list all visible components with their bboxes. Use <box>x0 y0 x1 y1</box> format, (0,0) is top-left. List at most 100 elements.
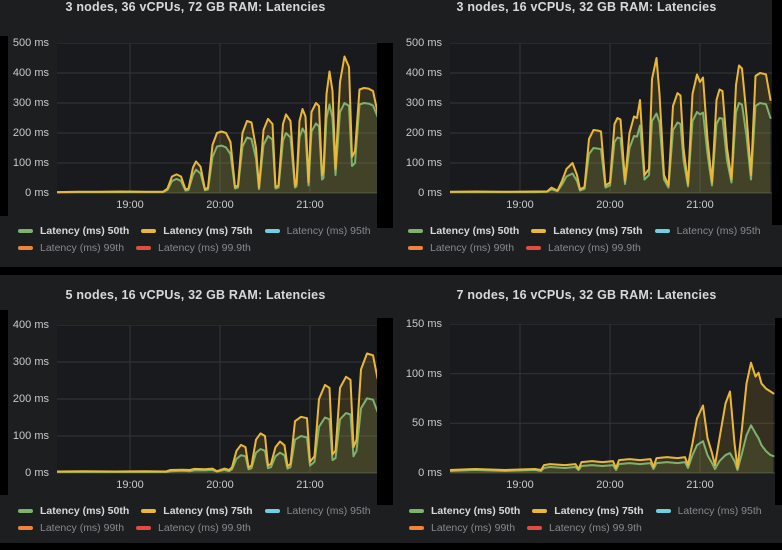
plot-background <box>450 324 775 473</box>
x-tick-label: 19:00 <box>506 479 534 491</box>
y-tick-label: 0 ms <box>418 187 442 199</box>
x-tick-label: 20:00 <box>596 479 624 491</box>
legend-item-p75[interactable]: Latency (ms) 75th <box>532 505 644 517</box>
chart-legend: Latency (ms) 50th Latency (ms) 75th Latenc… <box>18 225 383 259</box>
legend-swatch-icon <box>531 229 547 233</box>
y-tick-label: 100 ms <box>12 157 49 169</box>
legend-item-label: Latency (ms) 75th <box>553 225 643 237</box>
y-tick-label: 100 ms <box>405 157 442 169</box>
series-area-p50 <box>450 103 771 193</box>
legend-item-p95[interactable]: Latency (ms) 95th <box>264 225 371 237</box>
legend-item-p50[interactable]: Latency (ms) 50th <box>408 225 519 237</box>
legend-item-p999[interactable]: Latency (ms) 99.9th <box>527 522 642 534</box>
x-tick-label: 20:00 <box>206 199 234 211</box>
y-tick-label: 200 ms <box>12 127 49 139</box>
legend-item-label: Latency (ms) 50th <box>40 225 130 237</box>
legend-item-p99[interactable]: Latency (ms) 99th <box>408 242 514 254</box>
legend-swatch-icon <box>408 229 423 233</box>
legend-item-p95[interactable]: Latency (ms) 95th <box>655 505 762 517</box>
legend-item-label: Latency (ms) 75th <box>163 225 253 237</box>
y-tick-label: 100 ms <box>12 430 49 442</box>
legend-item-p95[interactable]: Latency (ms) 95th <box>654 225 761 237</box>
x-tick-label: 21:00 <box>686 479 714 491</box>
legend-swatch-icon <box>136 246 152 250</box>
legend-item-label: Latency (ms) 75th <box>163 505 253 517</box>
latency-chart[interactable] <box>57 43 377 195</box>
panel-title[interactable]: 5 nodes, 16 vCPUs, 32 GB RAM: Latencies <box>65 288 326 302</box>
legend-item-p75[interactable]: Latency (ms) 75th <box>531 225 643 237</box>
screenshot-gap <box>775 318 782 505</box>
legend-swatch-icon <box>526 246 542 250</box>
y-tick-label: 300 ms <box>12 97 49 109</box>
x-tick-label: 21:00 <box>296 479 324 491</box>
screenshot-gap <box>377 43 393 228</box>
series-area-p50 <box>450 425 774 473</box>
legend-swatch-icon <box>264 229 280 233</box>
latency-chart[interactable] <box>450 324 775 475</box>
y-tick-label: 200 ms <box>12 393 49 405</box>
series-line-p75 <box>450 361 775 471</box>
legend-item-p50[interactable]: Latency (ms) 50th <box>18 505 129 517</box>
y-tick-label: 400 ms <box>12 319 49 331</box>
legend-item-p95[interactable]: Latency (ms) 95th <box>264 505 371 517</box>
legend-swatch-icon <box>141 509 157 513</box>
legend-item-p999[interactable]: Latency (ms) 99.9th <box>136 242 251 254</box>
legend-item-label: Latency (ms) 99.9th <box>548 242 641 254</box>
legend-item-label: Latency (ms) 99.9th <box>158 242 251 254</box>
legend-swatch-icon <box>18 246 33 250</box>
legend-swatch-icon <box>654 229 670 233</box>
chart-legend: Latency (ms) 50th Latency (ms) 75th Latenc… <box>18 505 383 539</box>
legend-item-p75[interactable]: Latency (ms) 75th <box>141 225 253 237</box>
legend-item-p50[interactable]: Latency (ms) 50th <box>18 225 129 237</box>
legend-row: Latency (ms) 99th Latency (ms) 99.9th <box>18 242 383 254</box>
y-tick-label: 0 ms <box>25 187 49 199</box>
gridlines <box>450 324 775 474</box>
legend-item-label: Latency (ms) 50th <box>430 225 520 237</box>
screenshot-gap <box>377 318 393 505</box>
chart-legend: Latency (ms) 50th Latency (ms) 75th Latenc… <box>408 225 773 259</box>
y-tick-label: 50 ms <box>412 417 442 430</box>
legend-item-p99[interactable]: Latency (ms) 99th <box>409 522 515 534</box>
y-tick-label: 300 ms <box>405 97 442 109</box>
legend-swatch-icon <box>141 229 157 233</box>
screenshot-gap <box>772 0 782 225</box>
panel-title[interactable]: 3 nodes, 16 vCPUs, 32 GB RAM: Latencies <box>456 0 717 14</box>
legend-item-p999[interactable]: Latency (ms) 99.9th <box>136 522 251 534</box>
latency-chart[interactable] <box>450 43 772 195</box>
legend-row: Latency (ms) 99th Latency (ms) 99.9th <box>408 242 773 254</box>
latency-chart[interactable] <box>57 325 377 475</box>
legend-swatch-icon <box>409 526 424 530</box>
x-tick-label: 19:00 <box>116 199 144 211</box>
panel-title[interactable]: 3 nodes, 36 vCPUs, 72 GB RAM: Latencies <box>65 0 326 14</box>
legend-item-p50[interactable]: Latency (ms) 50th <box>409 505 520 517</box>
x-tick-label: 19:00 <box>506 199 534 211</box>
legend-row: Latency (ms) 50th Latency (ms) 75th Latenc… <box>408 225 773 237</box>
legend-swatch-icon <box>655 509 671 513</box>
legend-item-p99[interactable]: Latency (ms) 99th <box>18 242 124 254</box>
screenshot-gap <box>0 310 8 495</box>
legend-item-label: Latency (ms) 99.9th <box>549 522 642 534</box>
legend-swatch-icon <box>18 229 33 233</box>
legend-row: Latency (ms) 99th Latency (ms) 99.9th <box>409 522 774 534</box>
legend-item-label: Latency (ms) 99th <box>40 242 125 254</box>
legend-row: Latency (ms) 50th Latency (ms) 75th Latenc… <box>18 505 383 517</box>
legend-item-p99[interactable]: Latency (ms) 99th <box>18 522 124 534</box>
legend-swatch-icon <box>264 509 280 513</box>
series-area-p50 <box>57 398 377 473</box>
legend-item-p999[interactable]: Latency (ms) 99.9th <box>526 242 641 254</box>
y-tick-label: 100 ms <box>405 367 442 380</box>
series-line-p50 <box>57 397 377 473</box>
panel-title[interactable]: 7 nodes, 16 vCPUs, 32 GB RAM: Latencies <box>456 288 717 302</box>
series-area-p75 <box>57 56 377 193</box>
gridlines <box>57 325 377 474</box>
legend-item-label: Latency (ms) 75th <box>554 505 644 517</box>
legend-swatch-icon <box>408 246 423 250</box>
x-tick-label: 20:00 <box>596 199 624 211</box>
legend-item-label: Latency (ms) 99.9th <box>158 522 251 534</box>
legend-item-p75[interactable]: Latency (ms) 75th <box>141 505 253 517</box>
legend-swatch-icon <box>532 509 548 513</box>
gridlines <box>450 43 772 194</box>
y-tick-label: 400 ms <box>405 67 442 79</box>
legend-row: Latency (ms) 50th Latency (ms) 75th Latenc… <box>409 505 774 517</box>
series-line-p75 <box>57 352 377 473</box>
